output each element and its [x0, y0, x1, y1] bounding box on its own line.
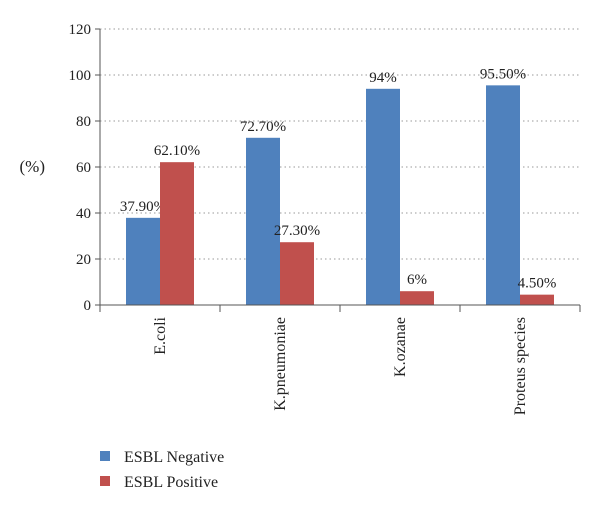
bar-esbl-positive — [280, 242, 314, 305]
data-label: 27.30% — [274, 223, 320, 239]
data-label: 62.10% — [154, 143, 200, 159]
data-label: 94% — [369, 70, 397, 86]
y-tick-label: 100 — [69, 68, 92, 84]
bar-esbl-positive — [400, 291, 434, 305]
bar-esbl-negative — [486, 85, 520, 305]
y-tick-label: 80 — [76, 114, 91, 130]
data-label: 4.50% — [518, 276, 557, 292]
legend-swatch — [100, 476, 110, 486]
data-label: 6% — [407, 272, 427, 288]
data-label: 95.50% — [480, 66, 526, 82]
bar-esbl-negative — [126, 217, 160, 305]
legend: ESBL Negative ESBL Positive — [100, 449, 224, 491]
gridlines — [100, 28, 580, 260]
x-tick-label: E.coli — [152, 316, 169, 354]
y-tick-label: 40 — [76, 206, 91, 222]
y-tick-label: 120 — [69, 22, 92, 38]
bar-esbl-positive — [160, 162, 194, 305]
bar-esbl-negative — [246, 137, 280, 305]
legend-label: ESBL Positive — [124, 474, 218, 491]
y-axis-label: (%) — [20, 157, 45, 176]
x-tick-label: Proteus species — [512, 317, 529, 415]
data-label: 72.70% — [240, 119, 286, 135]
bars: 37.90% 62.10% 72.70% 27.30% 94% 6% 95.50% 4.50% — [120, 66, 557, 305]
data-label: 37.90% — [120, 199, 166, 215]
y-tick-label: 0 — [84, 298, 92, 314]
legend-label: ESBL Negative — [124, 449, 224, 466]
y-tick-label: 20 — [76, 252, 91, 268]
x-tick-label: K.pneumoniae — [272, 317, 289, 411]
bar-esbl-positive — [520, 294, 554, 305]
legend-swatch — [100, 451, 110, 461]
y-tick-label: 60 — [76, 160, 91, 176]
x-tick-label: K.ozanae — [392, 317, 409, 377]
bar-esbl-negative — [366, 88, 400, 305]
x-axis: E.coli K.pneumoniae K.ozanae Proteus specie… — [99, 304, 581, 415]
y-axis: 0 20 40 60 80 100 120 — [69, 22, 101, 314]
